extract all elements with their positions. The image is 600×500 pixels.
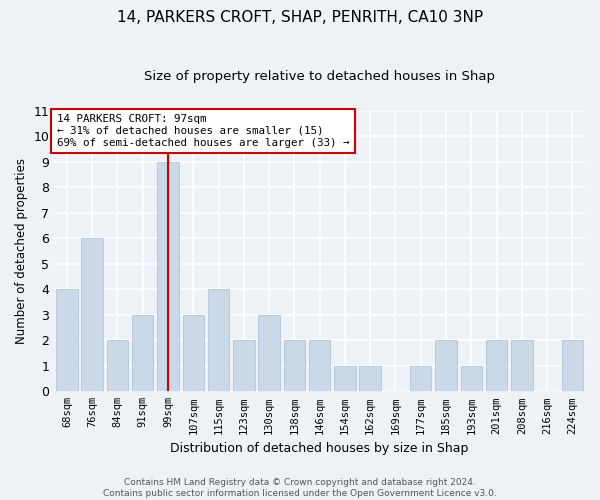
Bar (511, 340, 533, 392)
Bar (461, 366, 482, 392)
Text: 14, PARKERS CROFT, SHAP, PENRITH, CA10 3NP: 14, PARKERS CROFT, SHAP, PENRITH, CA10 3… (117, 10, 483, 25)
Bar (435, 340, 457, 392)
Bar (309, 340, 331, 392)
Bar (233, 340, 254, 392)
Bar (359, 366, 381, 392)
Bar (56, 289, 77, 392)
Bar (132, 314, 154, 392)
Bar (562, 340, 583, 392)
Bar (334, 366, 356, 392)
Bar (182, 314, 204, 392)
Bar (208, 289, 229, 392)
Title: Size of property relative to detached houses in Shap: Size of property relative to detached ho… (144, 70, 495, 83)
Bar (82, 238, 103, 392)
Bar (284, 340, 305, 392)
Bar (486, 340, 507, 392)
Y-axis label: Number of detached properties: Number of detached properties (15, 158, 28, 344)
Bar (410, 366, 431, 392)
X-axis label: Distribution of detached houses by size in Shap: Distribution of detached houses by size … (170, 442, 469, 455)
Text: Contains HM Land Registry data © Crown copyright and database right 2024.
Contai: Contains HM Land Registry data © Crown c… (103, 478, 497, 498)
Bar (259, 314, 280, 392)
Text: 14 PARKERS CROFT: 97sqm
← 31% of detached houses are smaller (15)
69% of semi-de: 14 PARKERS CROFT: 97sqm ← 31% of detache… (57, 114, 349, 148)
Bar (157, 162, 179, 392)
Bar (107, 340, 128, 392)
